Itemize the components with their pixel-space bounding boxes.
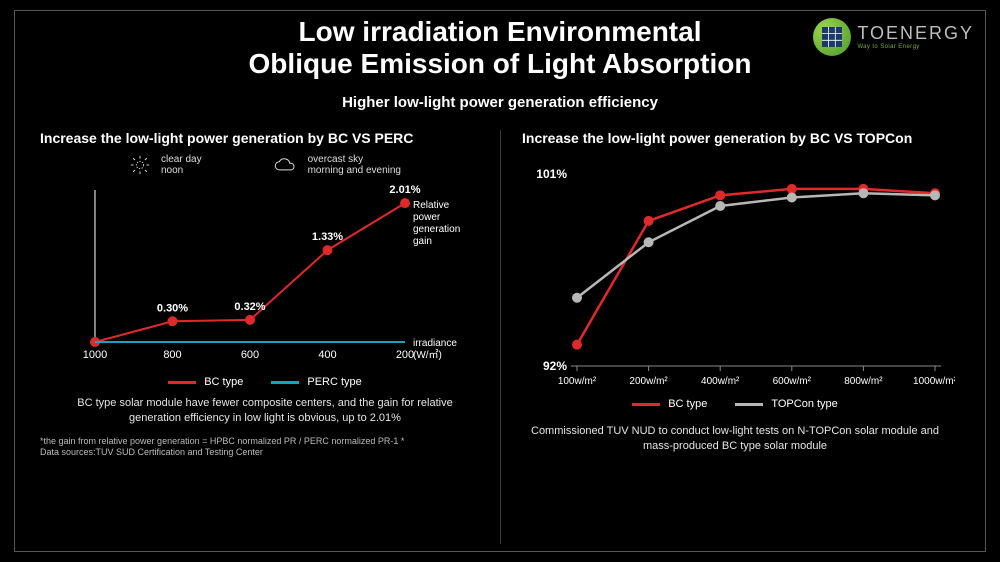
svg-text:generation: generation [413,224,460,235]
right-chart-title: Increase the low-light power generation … [522,130,960,146]
right-chart: 101% 92% 100w/m² 200w/m² 400w/m² 600w/m² 800w/… [515,154,955,394]
legend-label-topcon: TOPCon type [771,398,837,410]
right-description: Commissioned TUV NUD to conduct low-ligh… [510,424,960,454]
legend-swatch-topcon [735,403,763,406]
svg-text:gain: gain [413,236,432,247]
legend-label-bc: BC type [204,376,243,388]
svg-text:400w/m²: 400w/m² [701,376,740,387]
svg-text:0.30%: 0.30% [157,302,188,314]
left-chart-title: Increase the low-light power generation … [40,130,490,146]
svg-text:0.32%: 0.32% [234,301,265,313]
solar-grid-icon [822,27,842,47]
weather-over-1: overcast sky [308,154,401,165]
brand-logo: TOENERGY Way to Solar Energy [813,18,974,56]
weather-legend: clear day noon overcast sky morning and … [40,154,490,176]
svg-text:irradiance: irradiance [413,338,457,349]
right-panel: Increase the low-light power generation … [500,130,970,546]
legend-swatch-bc2 [632,403,660,406]
svg-text:1.33%: 1.33% [312,231,343,243]
svg-text:200w/m²: 200w/m² [629,376,668,387]
left-panel: Increase the low-light power generation … [30,130,500,546]
logo-mark-icon [813,18,851,56]
svg-text:400: 400 [318,349,336,361]
left-footnote-2: Data sources:TUV SUD Certification and T… [40,447,490,459]
svg-text:2.01%: 2.01% [389,184,420,196]
right-legend: BC type TOPCon type [510,398,960,410]
left-description: BC type solar module have fewer composit… [40,396,490,426]
brand-name: TOENERGY [857,24,974,42]
weather-over-2: morning and evening [308,165,401,176]
left-footnote-1: *the gain from relative power generation… [40,436,490,448]
cloud-icon [272,155,298,175]
svg-text:1000w/m²: 1000w/m² [913,376,955,387]
legend-swatch-bc [168,381,196,384]
svg-text:100w/m²: 100w/m² [558,376,597,387]
left-chart: 1000 800 600 400 200 0.30% 0.32% 1.33% 2.01% irra… [55,180,475,370]
svg-text:800: 800 [163,349,181,361]
svg-text:Relative: Relative [413,200,450,211]
svg-text:1000: 1000 [83,349,107,361]
weather-clear-1: clear day [161,154,202,165]
svg-text:92%: 92% [543,359,567,373]
legend-swatch-perc [271,381,299,384]
weather-clear-2: noon [161,165,202,176]
legend-label-bc2: BC type [668,398,707,410]
svg-text:101%: 101% [536,167,567,181]
svg-text:600: 600 [241,349,259,361]
svg-text:600w/m²: 600w/m² [773,376,812,387]
svg-text:800w/m²: 800w/m² [844,376,883,387]
legend-label-perc: PERC type [307,376,361,388]
svg-text:200: 200 [396,349,414,361]
svg-text:(W/㎡): (W/㎡) [413,349,442,361]
svg-text:power: power [413,212,441,223]
sun-icon [129,154,151,176]
brand-tagline: Way to Solar Energy [857,44,974,50]
left-legend: BC type PERC type [40,376,490,388]
